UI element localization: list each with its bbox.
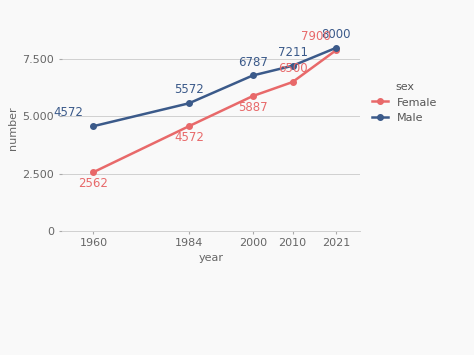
Text: 8000: 8000 bbox=[321, 28, 351, 41]
Female bbox=[250, 94, 255, 98]
Male bbox=[186, 101, 192, 105]
Text: 6500: 6500 bbox=[278, 62, 307, 75]
Legend: Female, Male: Female, Male bbox=[372, 82, 438, 123]
Line: Female: Female bbox=[91, 47, 339, 175]
Text: 7900: 7900 bbox=[301, 30, 330, 43]
Text: 4572: 4572 bbox=[174, 131, 204, 144]
Text: 2562: 2562 bbox=[79, 177, 109, 190]
Female bbox=[334, 48, 339, 52]
Male bbox=[91, 124, 96, 128]
Female bbox=[91, 170, 96, 174]
Text: 6787: 6787 bbox=[238, 55, 268, 69]
Line: Male: Male bbox=[91, 45, 339, 129]
Male bbox=[250, 73, 255, 78]
Female bbox=[186, 124, 192, 128]
Text: 5572: 5572 bbox=[174, 83, 204, 96]
Male bbox=[290, 64, 295, 68]
Text: 4572: 4572 bbox=[54, 106, 83, 119]
Y-axis label: number: number bbox=[8, 106, 18, 149]
X-axis label: year: year bbox=[199, 252, 223, 263]
Text: 5887: 5887 bbox=[238, 101, 267, 114]
Male bbox=[334, 45, 339, 50]
Female bbox=[290, 80, 295, 84]
Text: 7211: 7211 bbox=[278, 46, 308, 59]
